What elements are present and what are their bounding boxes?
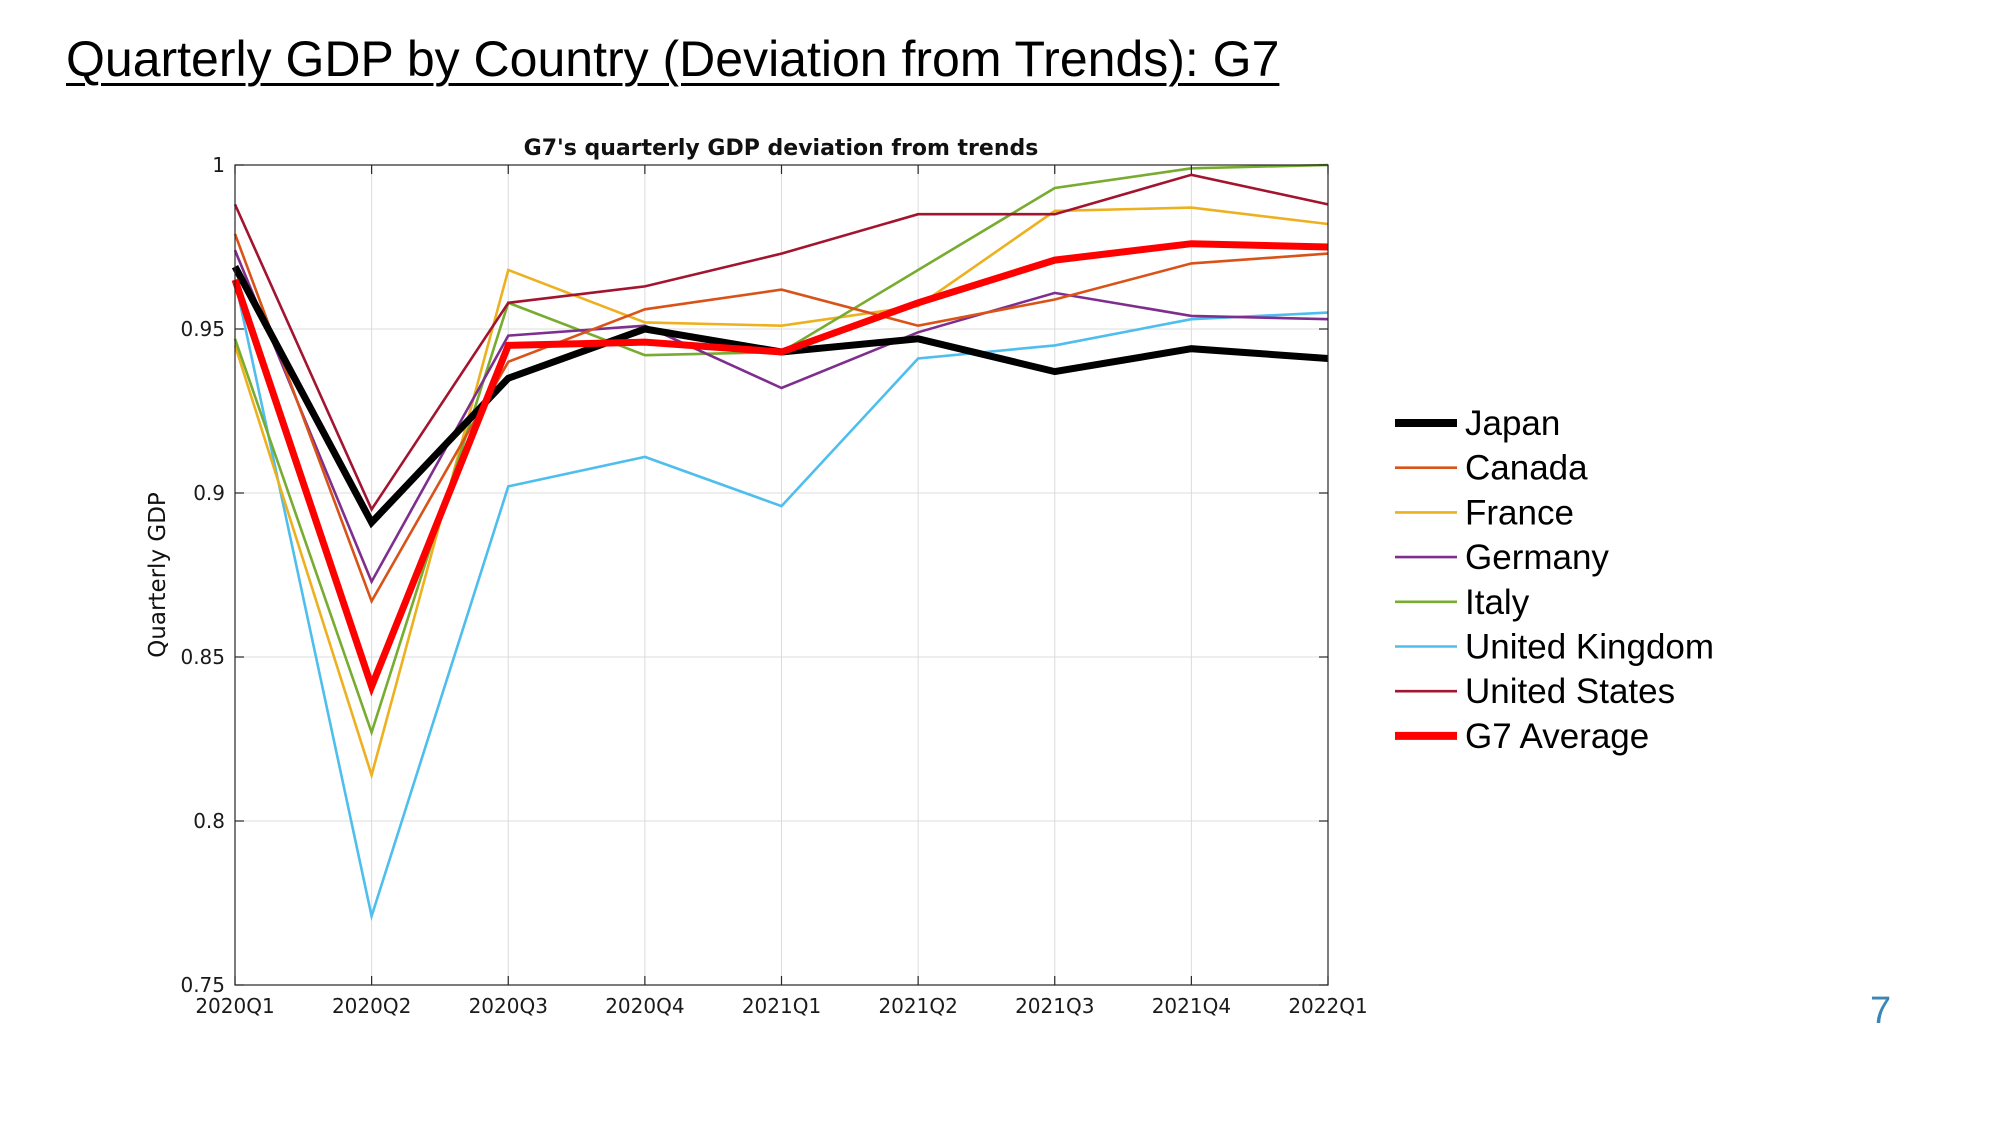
x-tick-label: 2020Q1 (195, 994, 274, 1018)
x-tick-label: 2021Q4 (1152, 994, 1231, 1018)
series-line-germany (233, 249, 1329, 585)
legend-label-g7-average: G7 Average (1465, 717, 1649, 756)
legend-label-japan: Japan (1465, 404, 1560, 443)
x-tick-label: 2021Q3 (1015, 994, 1094, 1018)
y-axis-label: Quarterly GDP (145, 492, 171, 658)
series-line-canada (233, 233, 1329, 605)
page-number: 7 (1870, 990, 1892, 1032)
series-line-france (233, 206, 1329, 780)
y-tick-label: 0.85 (180, 645, 225, 669)
y-tick-label: 0.8 (193, 809, 225, 833)
y-tick-label: 0.95 (180, 317, 225, 341)
x-tick-label: 2021Q1 (742, 994, 821, 1018)
series-lines (231, 163, 1329, 922)
x-tick-label: 2020Q4 (605, 994, 684, 1018)
series-line-united-kingdom (233, 279, 1329, 922)
series-line-united-states (233, 173, 1329, 513)
x-tick-label: 2020Q2 (332, 994, 411, 1018)
series-line-g7-average (231, 240, 1329, 697)
x-tick-label: 2022Q1 (1288, 994, 1367, 1018)
axis-ticks: 2020Q1 2020Q2 2020Q3 2020Q4 2021Q1 2021Q2 2021… (180, 153, 1367, 1018)
legend-label-united-states: United States (1465, 672, 1675, 711)
legend-label-france: France (1465, 493, 1574, 532)
legend-label-germany: Germany (1465, 538, 1609, 577)
x-tick-label: 2020Q3 (469, 994, 548, 1018)
slide-title: Quarterly GDP by Country (Deviation from… (66, 31, 1280, 87)
y-tick-label: 0.9 (193, 481, 225, 505)
legend-label-united-kingdom: United Kingdom (1465, 628, 1714, 667)
x-tick-label: 2021Q2 (878, 994, 957, 1018)
chart-title: G7's quarterly GDP deviation from trends (524, 136, 1039, 161)
legend-label-canada: Canada (1465, 449, 1588, 488)
legend: Japan Canada France Germany Italy United King… (1395, 404, 1714, 756)
y-tick-label: 0.75 (180, 973, 225, 997)
y-tick-label: 1 (212, 153, 225, 177)
legend-label-italy: Italy (1465, 583, 1530, 622)
